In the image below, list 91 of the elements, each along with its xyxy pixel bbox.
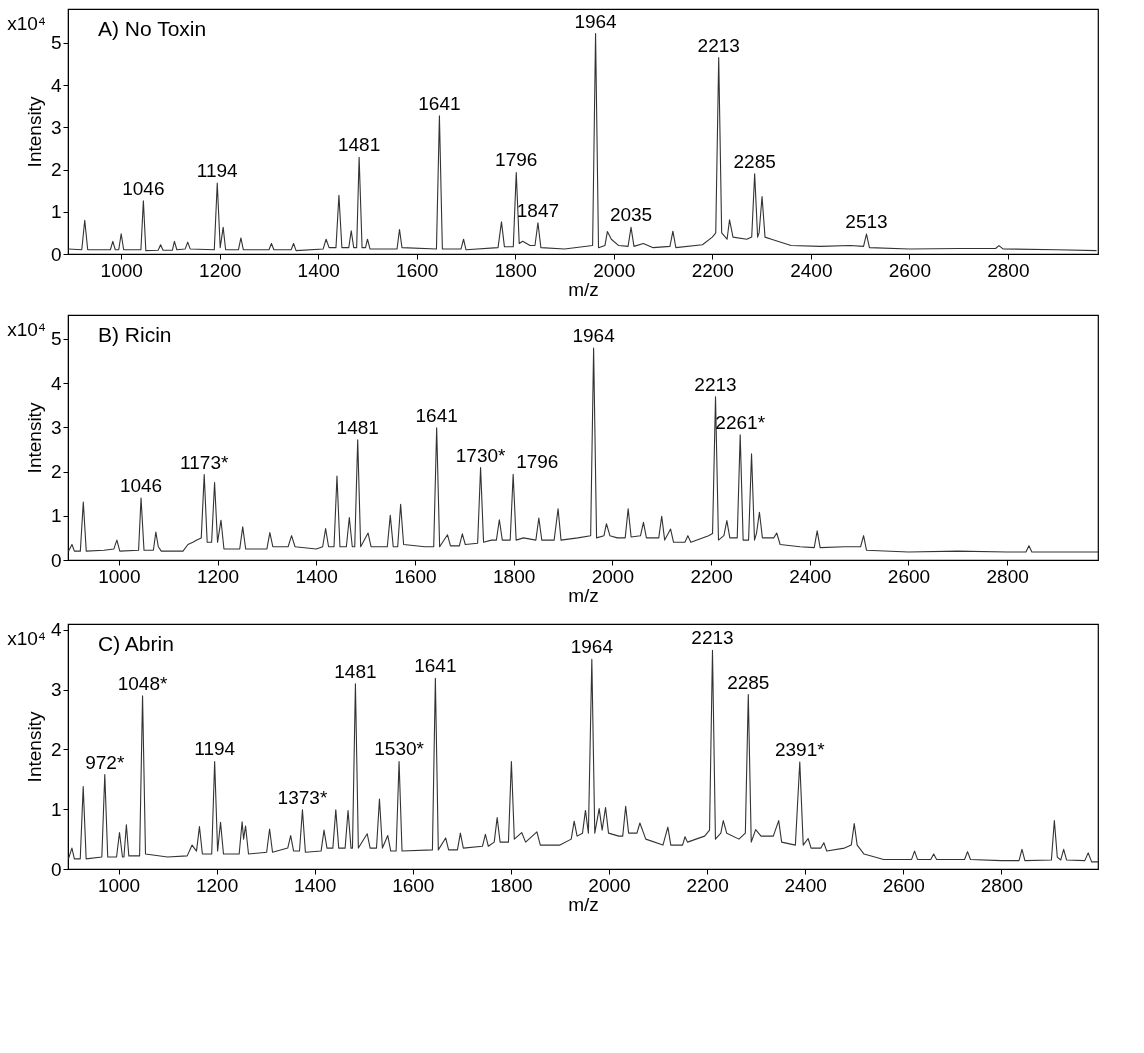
x-tick-label: 1800 [494,259,537,281]
x-axis-title: m/z [568,893,599,915]
x-tick-label: 2400 [789,565,832,587]
x-tick-label: 2000 [591,565,635,587]
annotation: 1173* [180,451,229,473]
y-tick-label: 5 [50,328,62,350]
line-series [68,347,1098,553]
y-tick-label: 1 [50,505,62,527]
annotation: 2213 [697,34,740,56]
x-axis-title: m/z [568,584,599,606]
annotation: 1048* [117,672,168,694]
chart-title: A) No Toxin [98,17,207,40]
x-tick-label: 2000 [588,874,631,896]
annotation: 1046 [122,177,165,199]
y-tick-label: 4 [50,74,62,96]
y-tick-label: 5 [50,32,62,54]
annotation: 2261* [715,411,766,433]
annotation: 1641 [418,92,461,114]
annotation: 1847 [516,199,560,221]
x-tick-label: 2600 [882,874,925,896]
annotation: 2285 [727,671,770,693]
x-tick-label: 1800 [493,565,536,587]
y-tick-label: 4 [50,619,62,641]
y-axis-title: Intensity [23,402,45,474]
annotation: 1964 [574,10,618,32]
annotation: 1796 [495,149,538,171]
x-tick-label: 1800 [490,874,533,896]
annotation: 972* [85,751,125,773]
x-tick-label: 2800 [980,874,1024,896]
annotation: 2391* [774,739,826,761]
x-tick-label: 2400 [784,874,827,896]
x-tick-label: 2200 [691,259,734,281]
annotation: 2213 [691,627,734,649]
annotation: 1641 [414,655,457,677]
y-tick-label: 4 [50,372,62,394]
y-tick-label: 0 [50,549,62,571]
y-tick-label: 1 [50,798,62,820]
x-tick-label: 2400 [790,259,833,281]
y-tick-label: 0 [50,243,62,265]
annotation: 1730* [455,444,507,466]
y-tick-label: 2 [50,461,62,483]
text: x10⁴ [7,13,46,34]
text: x10⁴ [7,628,46,649]
x-axis-title: m/z [568,278,599,300]
x-tick-label: 1200 [199,259,242,281]
annotation: 2035 [609,204,653,226]
annotation: 1046 [119,475,163,497]
y-tick-label: 3 [50,116,62,138]
text: x10⁴ [7,319,46,340]
x-tick-label: 2800 [987,259,1030,281]
x-tick-label: 1000 [98,565,141,587]
annotation: 1530* [374,738,425,760]
annotation: 2513 [845,211,888,233]
annotation: 1481 [337,134,381,156]
chart-title: C) Abrin [98,632,174,655]
x-tick-label: 2600 [888,259,931,281]
y-tick-label: 1 [50,201,62,223]
chart-title: B) Ricin [98,323,172,346]
annotation: 1373* [277,786,328,808]
annotation: 1194 [194,738,236,760]
y-tick-label: 3 [50,679,62,701]
x-tick-label: 1000 [100,259,143,281]
y-axis-title: Intensity [23,711,45,783]
annotation: 1964 [572,325,616,347]
x-tick-label: 1200 [196,565,240,587]
x-tick-label: 1600 [396,259,439,281]
x-tick-label: 2600 [887,565,931,587]
x-tick-label: 2200 [686,874,729,896]
x-tick-label: 2200 [690,565,733,587]
x-tick-label: 1200 [195,874,239,896]
x-tick-label: 1600 [394,565,437,587]
annotation: 1796 [516,451,559,473]
y-tick-label: 2 [50,738,62,760]
annotation: 1194 [196,160,239,182]
annotation: 1641 [415,404,458,426]
x-tick-label: 2800 [986,565,1029,587]
x-tick-label: 1400 [294,874,337,896]
x-tick-label: 1400 [297,259,340,281]
x-tick-label: 1600 [392,874,435,896]
y-tick-label: 0 [50,858,62,880]
x-tick-label: 1400 [295,565,338,587]
y-tick-label: 2 [50,159,62,181]
annotation: 1481 [334,660,377,682]
x-tick-label: 1000 [97,874,141,896]
annotation: 2285 [733,150,776,172]
annotation: 1964 [570,636,614,658]
annotation: 2213 [694,373,737,395]
y-axis-title: Intensity [23,96,45,168]
annotation: 1481 [336,416,379,438]
y-tick-label: 3 [50,416,62,438]
x-tick-label: 2000 [593,259,636,281]
